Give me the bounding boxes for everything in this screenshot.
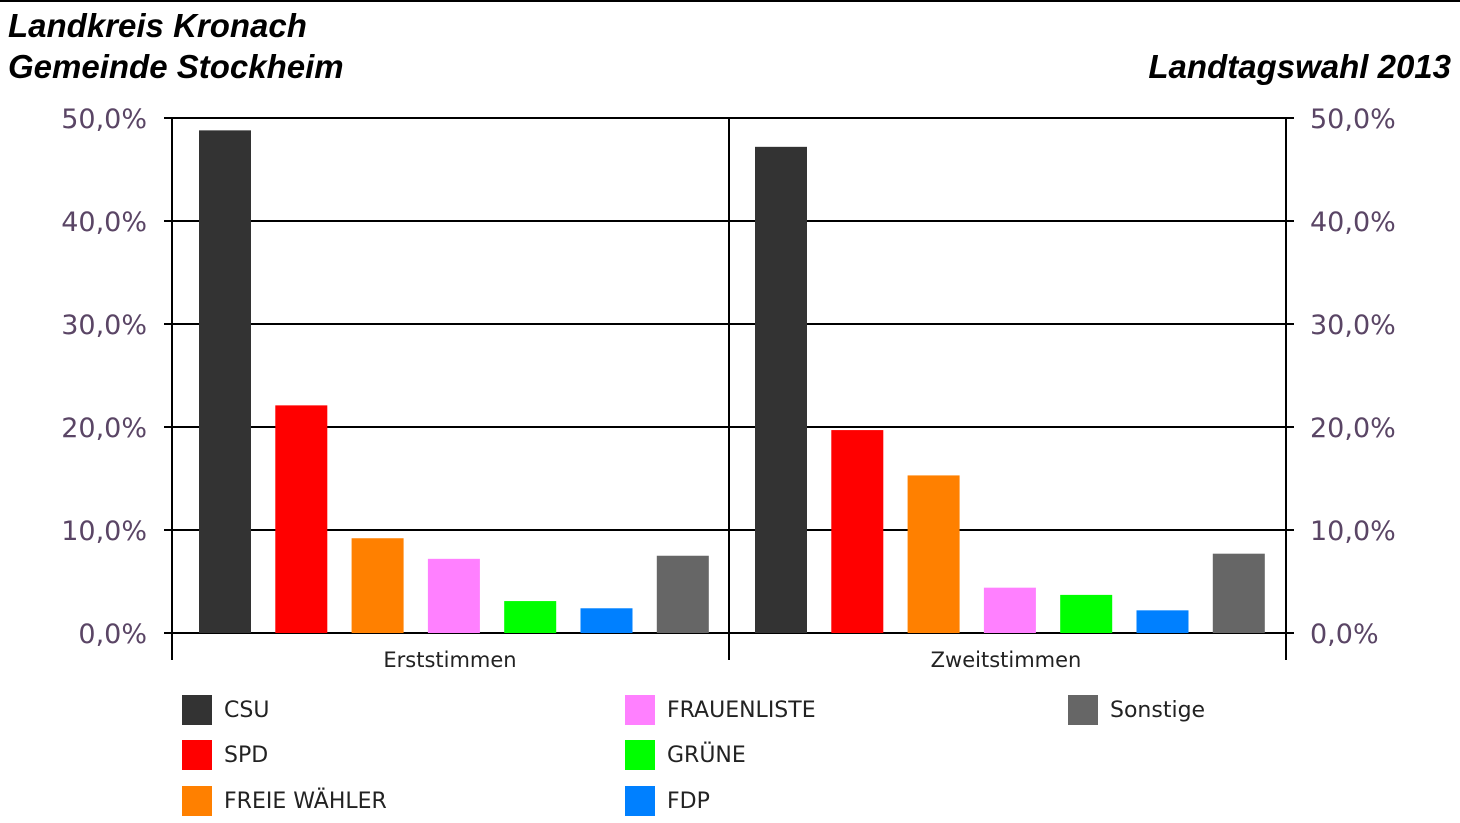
y-tick-label-right: 50,0% [1310, 104, 1396, 135]
y-tick-label-left: 20,0% [61, 413, 147, 444]
top-rule [0, 0, 1460, 2]
bar-grüne-0 [504, 601, 557, 633]
legend-swatch [625, 695, 655, 725]
bar-freie-wähler-1 [907, 475, 960, 633]
category-label: Erststimmen [383, 648, 516, 672]
bar-sonstige-0 [656, 555, 709, 633]
y-tick-label-right: 40,0% [1310, 207, 1396, 238]
legend-swatch [182, 740, 212, 770]
y-tick-label-left: 10,0% [61, 516, 147, 547]
legend-label: FREIE WÄHLER [224, 788, 387, 814]
y-tick-label-right: 10,0% [1310, 516, 1396, 547]
bar-csu-1 [755, 146, 807, 633]
legend-label: FDP [667, 788, 710, 814]
legend-swatch [625, 740, 655, 770]
legend-item: FREIE WÄHLER [182, 786, 387, 816]
bar-csu-0 [199, 130, 251, 634]
header-municipality: Gemeinde Stockheim [8, 48, 344, 85]
bar-grüne-1 [1060, 594, 1113, 633]
legend-item: FDP [625, 786, 710, 816]
legend-label: FRAUENLISTE [667, 697, 816, 723]
bar-freie-wähler-0 [351, 538, 404, 633]
category-label: Zweitstimmen [931, 648, 1082, 672]
legend-swatch [182, 786, 212, 816]
bar-frauenliste-0 [427, 558, 480, 633]
legend-item: FRAUENLISTE [625, 695, 816, 725]
legend-label: SPD [224, 742, 269, 768]
legend-label: GRÜNE [667, 742, 746, 768]
legend-item: SPD [182, 740, 268, 770]
legend-label: Sonstige [1110, 697, 1206, 723]
bar-fdp-0 [580, 608, 633, 633]
legend-item: GRÜNE [625, 740, 746, 770]
header-district: Landkreis Kronach [8, 7, 307, 44]
legend-label: CSU [224, 697, 270, 723]
bar-fdp-1 [1136, 610, 1189, 633]
y-tick-label-right: 30,0% [1310, 310, 1396, 341]
y-tick-label-left: 0,0% [78, 619, 147, 650]
legend-swatch [1068, 695, 1098, 725]
bar-spd-0 [275, 405, 328, 633]
legend-swatch [625, 786, 655, 816]
y-tick-label-left: 30,0% [61, 310, 147, 341]
y-tick-label-right: 20,0% [1310, 413, 1396, 444]
bar-frauenliste-1 [983, 587, 1036, 633]
y-tick-label-left: 40,0% [61, 207, 147, 238]
header-election: Landtagswahl 2013 [1148, 48, 1451, 85]
y-tick-label-right: 0,0% [1310, 619, 1379, 650]
bar-spd-1 [831, 430, 884, 633]
bar-sonstige-1 [1212, 553, 1265, 633]
legend-item: CSU [182, 695, 269, 725]
y-tick-label-left: 50,0% [61, 104, 147, 135]
legend-item: Sonstige [1068, 695, 1205, 725]
legend-swatch [182, 695, 212, 725]
